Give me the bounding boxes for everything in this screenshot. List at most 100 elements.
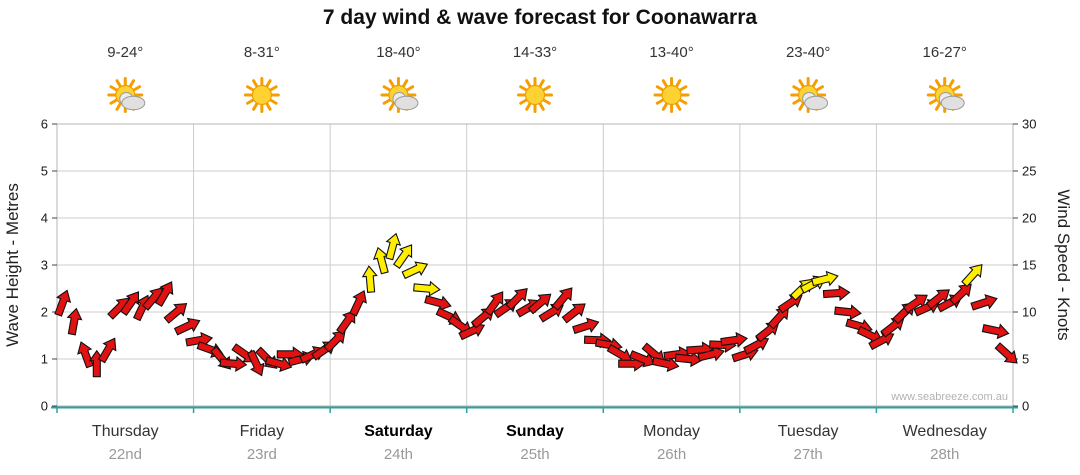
left-tick-label: 0 [41, 399, 48, 414]
right-tick-label: 0 [1022, 399, 1029, 414]
sun-cloud-icon [926, 77, 965, 113]
day-name-label: Tuesday [778, 423, 839, 440]
sun-ray [798, 79, 805, 88]
chart-title: 7 day wind & wave forecast for Coonawarr… [322, 6, 758, 29]
right-tick-label: 25 [1022, 164, 1036, 179]
right-axis-label: Wind Speed - Knots [1054, 189, 1073, 340]
left-tick-label: 6 [41, 117, 48, 132]
cloud-body [940, 95, 965, 111]
wind-arrow [484, 291, 504, 317]
sun-ray [798, 102, 805, 111]
wind-arrow [834, 304, 862, 321]
right-tick-label: 20 [1022, 211, 1036, 226]
sun-ray [252, 79, 259, 88]
sun-ray [661, 102, 668, 111]
sun-ray [382, 85, 391, 92]
wind-arrow [868, 331, 895, 351]
right-tick-label: 15 [1022, 258, 1036, 273]
sun-ray [934, 102, 941, 111]
sun-ray [655, 85, 664, 92]
wind-arrow [505, 288, 528, 311]
day-date-label: 25th [520, 446, 549, 463]
sun-cloud-icon [790, 77, 829, 113]
wind-arrow [981, 323, 1010, 340]
sun-ray [269, 98, 278, 105]
sun-ray [811, 79, 818, 88]
wind-arrow [413, 280, 441, 297]
right-tick-label: 10 [1022, 305, 1036, 320]
sun-icon [653, 77, 690, 113]
sun-ray [655, 98, 664, 105]
wind-arrow [173, 317, 201, 336]
temp-range-label: 14-33° [513, 44, 557, 61]
sun-icon [243, 77, 280, 113]
wind-arrow [163, 303, 188, 324]
left-tick-label: 2 [41, 305, 48, 320]
wind-arrow [527, 293, 552, 315]
wind-arrow [97, 337, 117, 364]
sun-ray [525, 102, 532, 111]
sun-ray [388, 102, 395, 111]
sun-disc [661, 84, 682, 106]
sun-ray [246, 98, 255, 105]
day-name-label: Sunday [506, 423, 564, 440]
day-name-label: Monday [643, 423, 700, 440]
temp-range-label: 13-40° [649, 44, 693, 61]
temp-range-label: 8-31° [244, 44, 280, 61]
day-name-label: Thursday [92, 423, 159, 440]
wind-arrow [994, 342, 1018, 364]
sun-ray [952, 85, 961, 92]
sun-ray [115, 79, 122, 88]
day-name-label: Friday [240, 423, 284, 440]
sun-ray [115, 102, 122, 111]
sun-ray [679, 85, 688, 92]
wind-arrow [119, 291, 140, 317]
temp-range-label: 23-40° [786, 44, 830, 61]
wind-arrow [77, 341, 94, 369]
sun-ray [406, 85, 415, 92]
sun-ray [265, 102, 272, 111]
left-tick-label: 5 [41, 164, 48, 179]
cloud-body [394, 95, 419, 111]
wind-arrow [551, 287, 573, 311]
sun-disc [524, 84, 546, 106]
sun-ray [269, 85, 278, 92]
left-tick-label: 3 [41, 258, 48, 273]
temp-range-label: 16-27° [923, 44, 967, 61]
sun-icon [517, 77, 553, 113]
wind-arrow [66, 307, 83, 336]
wind-arrow [949, 283, 972, 306]
wind-arrow [401, 261, 429, 280]
day-date-label: 27th [794, 446, 823, 463]
sun-cloud-icon [380, 77, 419, 113]
sun-ray [542, 98, 551, 105]
sun-ray [934, 79, 941, 88]
day-date-label: 26th [657, 446, 686, 463]
wind-arrow [349, 289, 367, 317]
wind-arrow [811, 270, 839, 287]
sun-ray [525, 79, 532, 88]
watermark: www.seabreeze.com.au [890, 391, 1008, 403]
sun-ray [132, 85, 142, 92]
wind-arrow [572, 317, 600, 335]
day-date-label: 28th [930, 446, 959, 463]
sun-ray [661, 79, 668, 88]
sun-ray [679, 98, 688, 105]
sun-ray [542, 85, 551, 92]
wind-arrow [561, 303, 586, 324]
temp-range-label: 9-24° [107, 44, 143, 61]
day-name-label: Saturday [364, 423, 433, 440]
sun-ray [792, 85, 801, 92]
sun-ray [246, 85, 255, 92]
left-tick-label: 4 [41, 211, 48, 226]
wind-arrow [154, 281, 174, 307]
wind-arrow [54, 289, 72, 317]
sun-ray [252, 102, 259, 111]
wind-arrow [219, 355, 248, 372]
sun-ray [519, 98, 528, 105]
day-date-label: 22nd [109, 446, 142, 463]
cloud-body [804, 95, 829, 111]
sun-disc [251, 84, 272, 106]
sun-cloud-icon [107, 77, 146, 113]
wind-arrow [743, 336, 770, 355]
